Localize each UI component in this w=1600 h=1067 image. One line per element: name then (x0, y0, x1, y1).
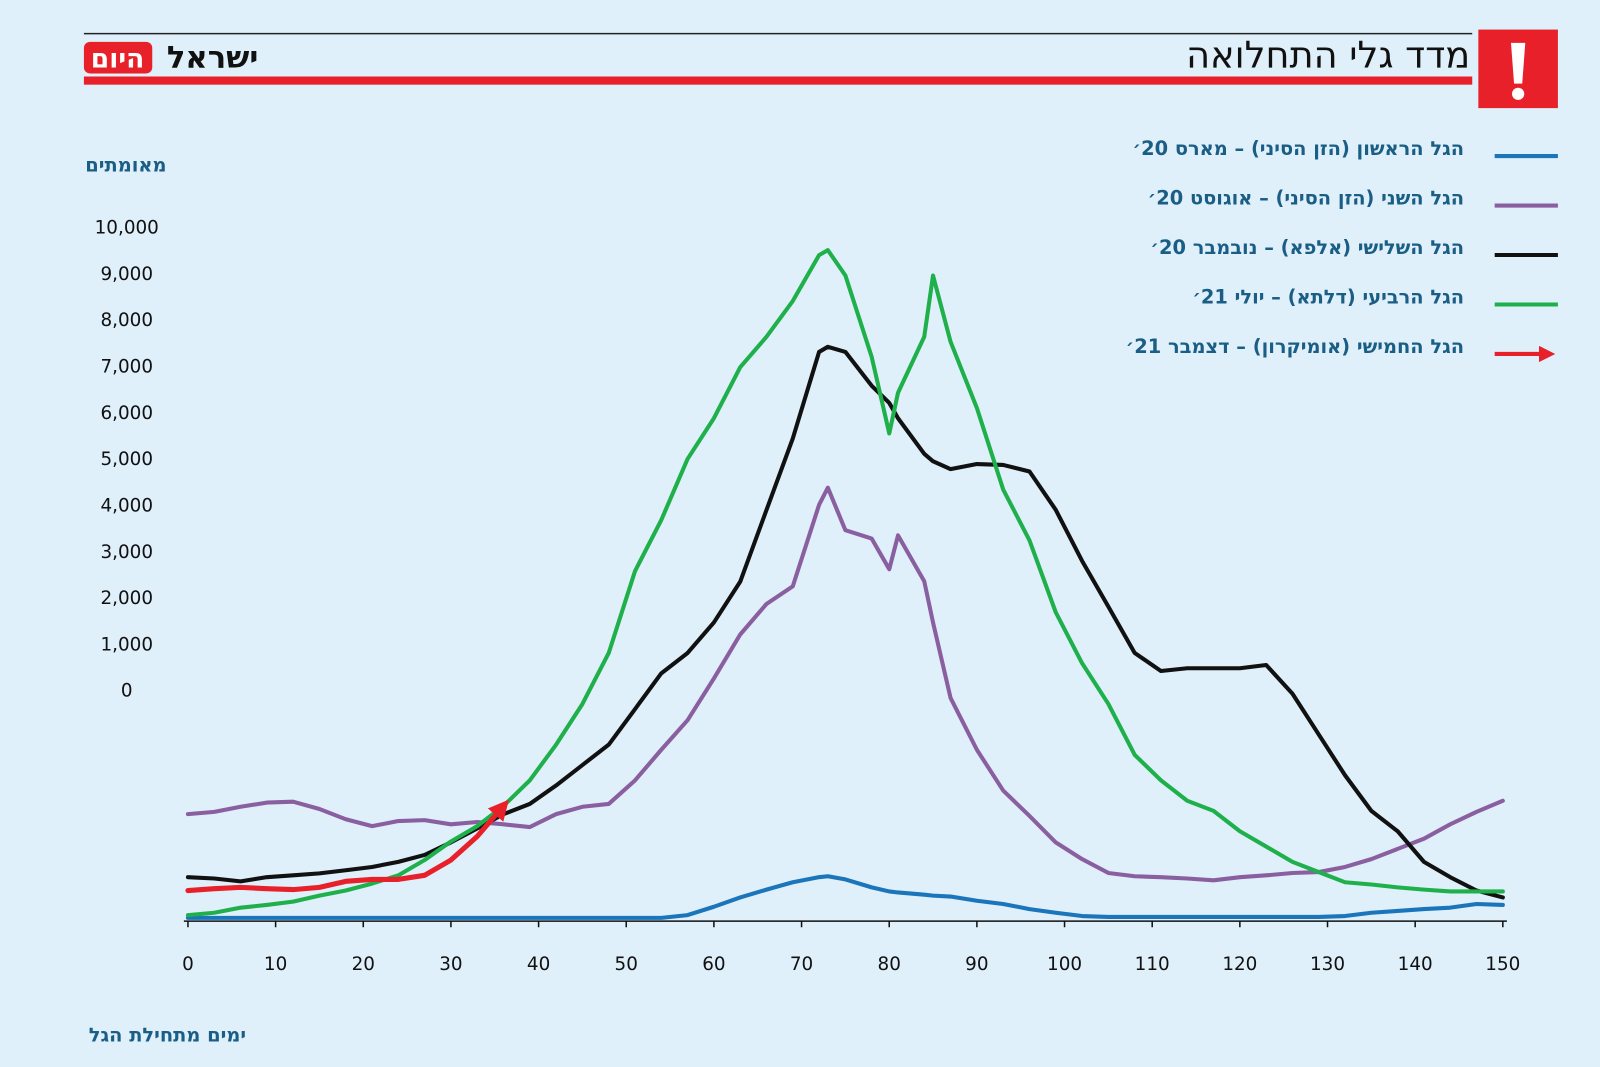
legend-label: הגל הרביעי (דלתא) – יולי 21׳ (1192, 285, 1464, 308)
x-tick-label: 10 (264, 954, 287, 975)
y-tick-label: 8,000 (100, 310, 153, 331)
y-tick-label: 7,000 (100, 357, 153, 378)
x-tick-label: 0 (182, 954, 194, 975)
y-tick-label: 0 (121, 681, 133, 702)
y-axis-title: מאומתים (85, 153, 166, 176)
x-tick-label: 110 (1135, 954, 1170, 975)
x-tick-label: 150 (1485, 954, 1520, 975)
legend-label: הגל השני (הזן הסיני) – אוגוסט 20׳ (1148, 187, 1464, 210)
alert-icon (1478, 29, 1558, 109)
series-line (185, 799, 509, 894)
series-line (185, 874, 1505, 920)
y-tick-label: 4,000 (100, 495, 153, 516)
y-tick-label: 9,000 (100, 264, 153, 285)
plot-area: 0 10 20 30 40 50 60 70 80 90 100 110 120 130 140 150 0 1,… (95, 218, 1521, 975)
y-tick-label: 10,000 (95, 218, 159, 239)
y-tick-label: 6,000 (100, 403, 153, 424)
y-tick-label: 2,000 (100, 588, 153, 609)
x-tick-label: 100 (1047, 954, 1082, 975)
x-tick-label: 20 (352, 954, 375, 975)
x-tick-label: 80 (878, 954, 901, 975)
y-tick-label: 3,000 (100, 542, 153, 563)
series-line (185, 248, 1505, 918)
logo-box (83, 41, 153, 74)
x-tick-label: 140 (1398, 954, 1433, 975)
logo: היום ישראל (83, 40, 258, 75)
chart-title: מדד גלי התחלואה (1186, 33, 1470, 76)
x-tick-label: 130 (1310, 954, 1345, 975)
logo-name: ישראל (167, 40, 258, 75)
legend-label: הגל השלישי (אלפא) – נובמבר 20׳ (1150, 236, 1464, 259)
y-tick-label: 5,000 (100, 449, 153, 470)
x-tick-label: 60 (702, 954, 725, 975)
logo-highlight: היום (91, 43, 145, 74)
legend: הגל הראשון (הזן הסיני) – מארס 20׳ הגל השנ… (1126, 137, 1558, 363)
x-tick-label: 120 (1222, 954, 1257, 975)
x-axis-title: ימים מתחילת הגל (89, 1023, 246, 1046)
header-bar (83, 76, 1473, 85)
legend-label: הגל החמישי (אומיקרון) – דצמבר 21׳ (1126, 335, 1464, 358)
x-tick-label: 70 (790, 954, 813, 975)
x-tick-label: 90 (965, 954, 988, 975)
x-tick-label: 50 (615, 954, 638, 975)
x-tick-label: 40 (527, 954, 550, 975)
x-tick-label: 30 (439, 954, 462, 975)
series-line (185, 344, 1505, 900)
legend-label: הגל הראשון (הזן הסיני) – מארס 20׳ (1133, 137, 1465, 160)
series-line (185, 485, 1505, 883)
y-tick-label: 1,000 (100, 634, 153, 655)
